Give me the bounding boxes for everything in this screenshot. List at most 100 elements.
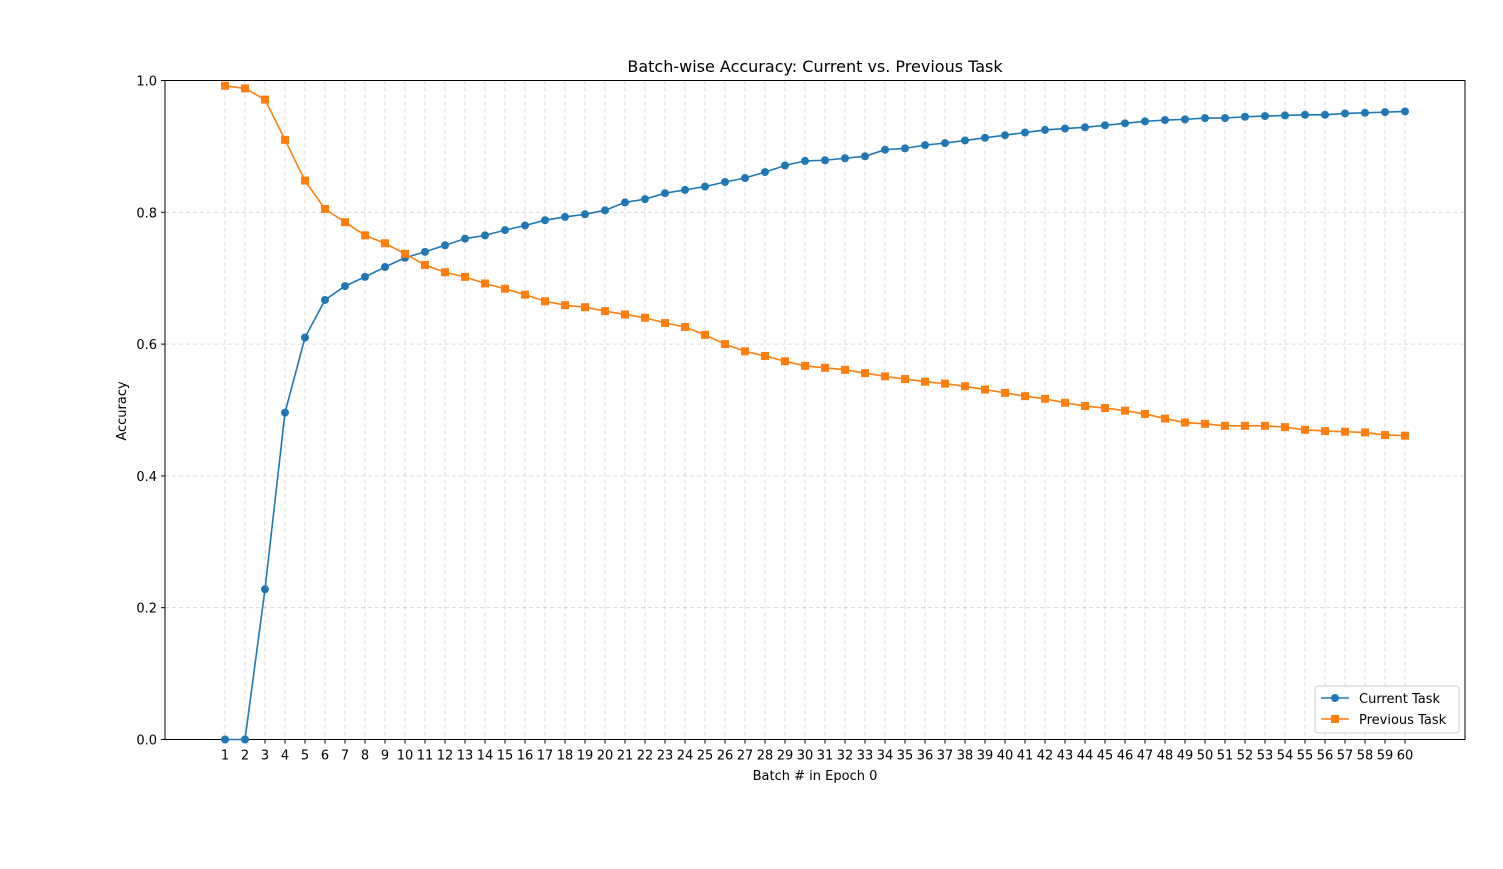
x-tick-label: 1 — [221, 749, 229, 764]
data-point-current-task — [301, 333, 309, 342]
data-point-current-task — [961, 136, 969, 145]
y-tick-label: 0.0 — [136, 734, 157, 749]
x-tick-label: 27 — [737, 749, 754, 764]
data-point-previous-task — [681, 322, 689, 331]
data-point-current-task — [1261, 112, 1269, 121]
data-point-current-task — [441, 241, 449, 250]
x-tick-label: 54 — [1277, 749, 1294, 764]
data-point-current-task — [1161, 116, 1169, 125]
x-tick-label: 8 — [361, 749, 369, 764]
x-tick-label: 53 — [1257, 749, 1274, 764]
data-point-current-task — [321, 295, 329, 304]
data-point-current-task — [541, 216, 549, 225]
x-tick-label: 2 — [241, 749, 249, 764]
x-tick-label: 15 — [497, 749, 514, 764]
data-point-current-task — [501, 226, 509, 235]
data-point-previous-task — [541, 297, 549, 306]
data-point-previous-task — [561, 301, 569, 310]
data-point-previous-task — [241, 84, 249, 93]
data-point-previous-task — [881, 372, 889, 381]
data-point-current-task — [1301, 110, 1309, 119]
data-point-previous-task — [701, 330, 709, 339]
data-point-previous-task — [1161, 414, 1169, 423]
series-line-previous-task — [224, 84, 1406, 437]
x-tick-label: 57 — [1337, 749, 1354, 764]
x-tick-label: 58 — [1357, 749, 1374, 764]
x-tick-label: 33 — [857, 749, 874, 764]
legend-box — [1314, 685, 1460, 734]
data-point-previous-task — [341, 218, 349, 227]
x-tick-label: 16 — [517, 749, 534, 764]
y-tick-label: 1.0 — [136, 75, 157, 90]
x-tick-label: 31 — [817, 749, 834, 764]
y-tick-label: 0.4 — [136, 470, 157, 485]
x-tick-label: 4 — [281, 749, 289, 764]
grid-layer — [165, 80, 1465, 740]
data-point-current-task — [261, 585, 269, 594]
data-point-current-task — [801, 156, 809, 165]
data-point-current-task — [1321, 110, 1329, 119]
y-tick-label: 0.6 — [136, 338, 157, 353]
data-point-current-task — [341, 282, 349, 291]
x-tick-label: 7 — [341, 749, 349, 764]
data-point-previous-task — [1221, 421, 1229, 430]
data-point-current-task — [1401, 107, 1409, 116]
x-axis-label: Batch # in Epoch 0 — [753, 769, 878, 784]
x-tick-label: 32 — [837, 749, 854, 764]
data-point-current-task — [781, 161, 789, 170]
y-tick-label: 0.8 — [136, 206, 157, 221]
data-point-previous-task — [321, 205, 329, 214]
data-point-previous-task — [761, 351, 769, 360]
data-point-previous-task — [461, 272, 469, 281]
x-tick-label: 43 — [1057, 749, 1074, 764]
data-point-current-task — [861, 152, 869, 161]
data-point-previous-task — [401, 249, 409, 258]
plot-area-frame — [164, 80, 1466, 740]
x-tick-label: 34 — [877, 749, 894, 764]
x-tick-label: 6 — [321, 749, 329, 764]
x-tick-label: 52 — [1237, 749, 1254, 764]
data-point-current-task — [1361, 108, 1369, 117]
data-point-previous-task — [841, 365, 849, 374]
data-point-current-task — [901, 144, 909, 153]
series-layer — [221, 81, 1409, 744]
x-tick-label: 26 — [717, 749, 734, 764]
data-point-current-task — [221, 735, 229, 744]
data-point-current-task — [1341, 109, 1349, 118]
x-tick-label: 23 — [657, 749, 674, 764]
data-point-previous-task — [1101, 404, 1109, 413]
data-point-previous-task — [581, 303, 589, 312]
x-tick-label: 42 — [1037, 749, 1054, 764]
x-tick-label: 21 — [617, 749, 634, 764]
data-point-current-task — [1121, 119, 1129, 128]
data-point-current-task — [361, 272, 369, 281]
data-point-current-task — [841, 154, 849, 163]
data-point-current-task — [421, 247, 429, 256]
data-point-previous-task — [641, 313, 649, 322]
x-tick-label: 39 — [977, 749, 994, 764]
x-tick-label: 3 — [261, 749, 269, 764]
data-point-current-task — [881, 145, 889, 154]
data-point-current-task — [641, 195, 649, 204]
x-tick-label: 17 — [537, 749, 554, 764]
legend-label-current-task: Current Task — [1359, 692, 1440, 707]
data-point-current-task — [1061, 124, 1069, 133]
data-point-previous-task — [1061, 398, 1069, 407]
data-point-previous-task — [481, 279, 489, 288]
data-point-previous-task — [1301, 425, 1309, 434]
data-point-previous-task — [741, 347, 749, 356]
x-tick-label: 59 — [1377, 749, 1394, 764]
data-point-current-task — [381, 262, 389, 271]
data-point-previous-task — [1401, 431, 1409, 440]
data-point-current-task — [1201, 114, 1209, 123]
x-tick-label: 28 — [757, 749, 774, 764]
x-tick-label: 37 — [937, 749, 954, 764]
data-point-previous-task — [1341, 427, 1349, 436]
data-point-current-task — [281, 408, 289, 417]
data-point-previous-task — [1321, 427, 1329, 436]
data-point-current-task — [481, 231, 489, 240]
legend-label-previous-task: Previous Task — [1359, 713, 1447, 728]
x-tick-label: 9 — [381, 749, 389, 764]
